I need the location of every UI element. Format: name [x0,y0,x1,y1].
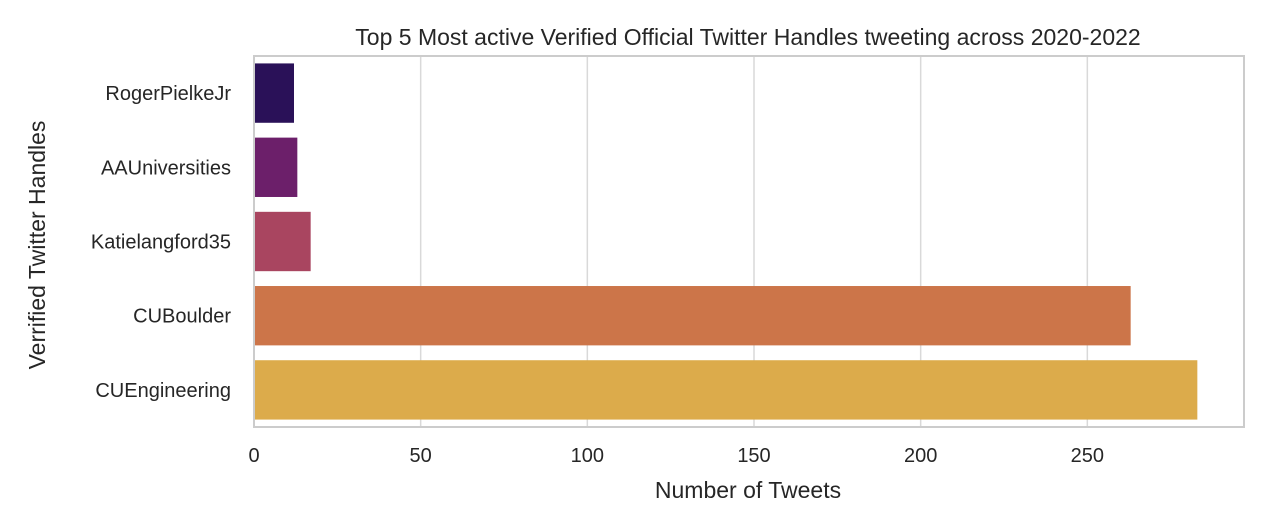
x-tick-label: 200 [904,445,937,467]
y-tick-label: Katielangford35 [91,232,231,254]
y-tick-label: CUBoulder [133,306,231,328]
bar [254,211,311,272]
x-tick-label: 0 [248,445,259,467]
x-tick-label: 50 [410,445,432,467]
tick-labels: 0 50 100 150 200 250 RogerPielkeJr AAUniversiti… [91,83,1104,467]
x-tick-label: 150 [737,445,770,467]
x-tick-label: 250 [1071,445,1104,467]
bar [254,360,1198,420]
y-axis-label: Verrified Twitter Handles [24,121,50,370]
chart-title: Top 5 Most active Verified Official Twit… [355,24,1140,50]
y-tick-label: CUEngineering [95,380,231,402]
y-tick-label: RogerPielkeJr [105,83,231,105]
plot-frame [253,55,1245,428]
bar [254,63,294,123]
x-tick-label: 100 [571,445,604,467]
bars [254,63,1198,420]
bar [254,286,1131,346]
y-tick-label: AAUniversities [101,157,231,179]
x-axis-label: Number of Tweets [655,477,841,503]
bar [254,137,298,197]
